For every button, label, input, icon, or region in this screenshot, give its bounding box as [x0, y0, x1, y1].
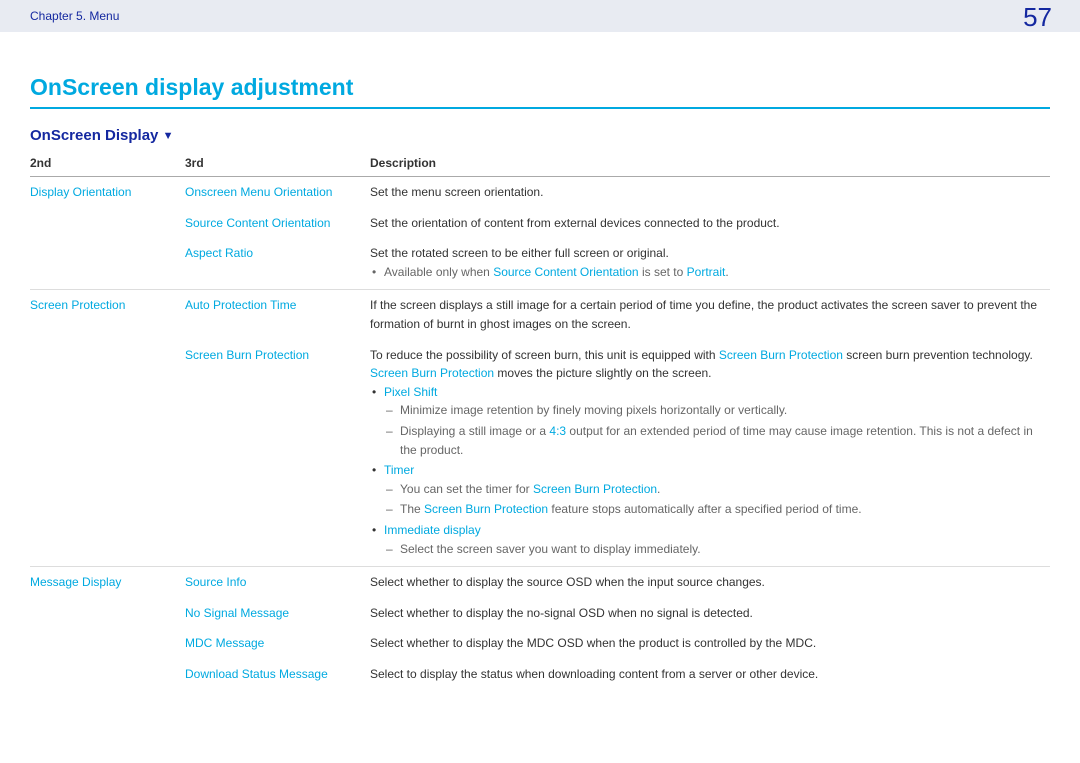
feature-label: Pixel Shift — [384, 385, 437, 399]
section-heading-text: OnScreen Display — [30, 127, 158, 144]
table-row: Display Orientation Onscreen Menu Orient… — [30, 177, 1050, 208]
dropdown-icon: ▼ — [163, 130, 174, 142]
page-title: OnScreen display adjustment — [30, 74, 1050, 109]
table-row: Aspect Ratio Set the rotated screen to b… — [30, 238, 1050, 290]
cell-3rd: MDC Message — [185, 628, 370, 659]
header-bar: Chapter 5. Menu 57 — [0, 0, 1080, 32]
page-content: OnScreen display adjustment OnScreen Dis… — [0, 32, 1080, 709]
feature-detail: Select the screen saver you want to disp… — [400, 540, 1042, 559]
feature-item: Pixel Shift Minimize image retention by … — [384, 383, 1042, 459]
table-row: Message Display Source Info Select wheth… — [30, 567, 1050, 598]
settings-table: 2nd 3rd Description Display Orientation … — [30, 152, 1050, 689]
desc-text: Set the rotated screen to be either full… — [370, 244, 1042, 263]
cell-2nd: Screen Protection — [30, 290, 185, 340]
cell-3rd: No Signal Message — [185, 598, 370, 629]
cell-3rd: Source Info — [185, 567, 370, 598]
feature-detail: Minimize image retention by finely movin… — [400, 401, 1042, 420]
cell-desc: Select whether to display the no-signal … — [370, 598, 1050, 629]
cell-desc: Set the menu screen orientation. — [370, 177, 1050, 208]
cell-2nd: Message Display — [30, 567, 185, 598]
chapter-label: Chapter 5. Menu — [30, 9, 119, 23]
table-row: No Signal Message Select whether to disp… — [30, 598, 1050, 629]
table-row: Screen Burn Protection To reduce the pos… — [30, 340, 1050, 567]
table-row: MDC Message Select whether to display th… — [30, 628, 1050, 659]
cell-2nd: Display Orientation — [30, 177, 185, 208]
feature-detail: You can set the timer for Screen Burn Pr… — [400, 480, 1042, 499]
cell-desc: To reduce the possibility of screen burn… — [370, 340, 1050, 567]
cell-desc: Set the orientation of content from exte… — [370, 208, 1050, 239]
col-header-2nd: 2nd — [30, 152, 185, 177]
cell-desc: Select to display the status when downlo… — [370, 659, 1050, 690]
col-header-desc: Description — [370, 152, 1050, 177]
feature-detail: The Screen Burn Protection feature stops… — [400, 500, 1042, 519]
feature-item: Timer You can set the timer for Screen B… — [384, 461, 1042, 519]
cell-desc: Set the rotated screen to be either full… — [370, 238, 1050, 290]
page-number: 57 — [1023, 2, 1052, 33]
note-item: Available only when Source Content Orien… — [384, 263, 1042, 282]
desc-para: Screen Burn Protection moves the picture… — [370, 364, 1042, 383]
feature-item: Immediate display Select the screen save… — [384, 521, 1042, 558]
table-row: Download Status Message Select to displa… — [30, 659, 1050, 690]
feature-label: Timer — [384, 463, 414, 477]
cell-3rd: Aspect Ratio — [185, 238, 370, 290]
table-row: Source Content Orientation Set the orien… — [30, 208, 1050, 239]
col-header-3rd: 3rd — [185, 152, 370, 177]
cell-desc: Select whether to display the source OSD… — [370, 567, 1050, 598]
cell-3rd: Download Status Message — [185, 659, 370, 690]
cell-3rd: Screen Burn Protection — [185, 340, 370, 567]
desc-para: To reduce the possibility of screen burn… — [370, 346, 1042, 365]
cell-3rd: Onscreen Menu Orientation — [185, 177, 370, 208]
section-heading: OnScreen Display ▼ — [30, 127, 1050, 144]
cell-3rd: Auto Protection Time — [185, 290, 370, 340]
feature-detail: Displaying a still image or a 4:3 output… — [400, 422, 1042, 459]
cell-desc: Select whether to display the MDC OSD wh… — [370, 628, 1050, 659]
cell-desc: If the screen displays a still image for… — [370, 290, 1050, 340]
cell-3rd: Source Content Orientation — [185, 208, 370, 239]
table-row: Screen Protection Auto Protection Time I… — [30, 290, 1050, 340]
feature-label: Immediate display — [384, 523, 481, 537]
